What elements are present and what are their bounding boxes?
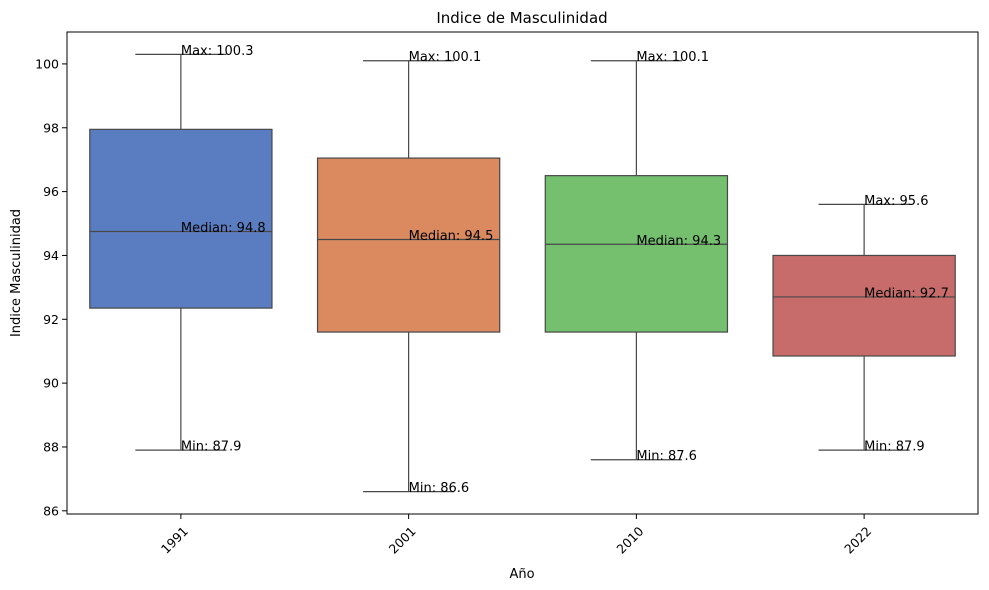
annotation-max: Max: 100.1 <box>409 50 482 65</box>
annotation-median: Median: 94.3 <box>636 234 721 249</box>
annotation-min: Min: 86.6 <box>409 481 470 496</box>
annotation-median: Median: 94.8 <box>181 221 266 236</box>
annotation-median: Median: 92.7 <box>864 286 949 301</box>
y-tick-label: 86 <box>43 503 59 518</box>
iqr-box <box>544 175 729 333</box>
annotation-min: Min: 87.9 <box>181 440 242 455</box>
chart-title: Indice de Masculinidad <box>436 9 607 27</box>
y-tick-label: 88 <box>43 439 59 454</box>
y-axis: 86 88 90 92 94 96 98 100 <box>35 56 67 518</box>
y-tick-label: 94 <box>43 248 59 263</box>
annotation-median: Median: 94.5 <box>409 229 494 244</box>
x-tick-label: 1991 <box>158 524 191 557</box>
iqr-box <box>316 157 501 333</box>
annotation-min: Min: 87.6 <box>636 449 697 464</box>
iqr-box <box>89 128 273 309</box>
x-axis: 1991 2001 2010 2022 <box>158 514 874 557</box>
y-tick-label: 90 <box>43 376 59 391</box>
iqr-box <box>772 254 956 357</box>
x-tick-label: 2010 <box>613 523 646 556</box>
y-tick-label: 92 <box>43 312 59 327</box>
x-axis-label: Año <box>509 567 534 582</box>
box-group-2022 <box>772 203 956 451</box>
y-tick-label: 98 <box>43 120 59 135</box>
box-group-2010 <box>544 60 729 461</box>
x-tick-label: 2022 <box>841 524 874 557</box>
annotation-max: Max: 95.6 <box>864 194 928 209</box>
x-tick-label: 2001 <box>386 524 419 557</box>
plot-frame <box>66 31 979 515</box>
y-tick-label: 100 <box>35 56 59 71</box>
y-axis-label: Indice Masculinidad <box>9 209 24 337</box>
box-group-2001 <box>316 60 501 493</box>
annotation-min: Min: 87.9 <box>864 440 925 455</box>
annotation-max: Max: 100.1 <box>636 50 709 65</box>
y-tick-label: 96 <box>43 184 59 199</box>
plot-area: Max: 100.3 Median: 94.8 Min: 87.9 Max: 100.… <box>89 44 956 496</box>
box-group-1991 <box>89 53 273 451</box>
annotation-max: Max: 100.3 <box>181 44 254 59</box>
